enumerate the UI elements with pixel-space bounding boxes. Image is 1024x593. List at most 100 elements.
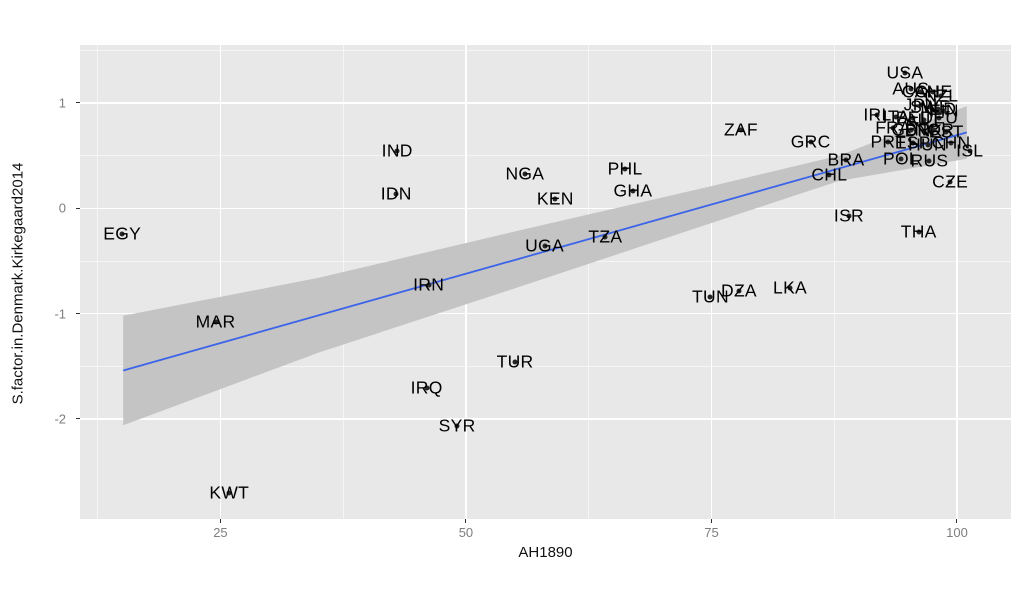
data-point-dot — [898, 156, 904, 162]
data-point-dot — [936, 115, 942, 121]
data-point-dot — [542, 243, 548, 249]
data-point-dot — [910, 140, 916, 146]
x-axis-tick-label: 25 — [213, 525, 228, 540]
major-gridline — [80, 207, 1011, 209]
data-point-label: EST — [928, 121, 964, 142]
data-point-label: CHN — [931, 132, 971, 153]
data-point-dot — [622, 166, 628, 172]
minor-gridline — [833, 45, 835, 519]
data-point-label: CHL — [811, 163, 848, 184]
data-point-dot — [947, 179, 953, 185]
data-point-dot — [738, 127, 744, 133]
panel-background — [80, 45, 1011, 519]
x-axis-tick-mark — [956, 519, 958, 523]
data-point-label: UGA — [525, 235, 564, 256]
data-point-label: KWT — [209, 481, 250, 502]
data-point-dot — [931, 127, 937, 133]
minor-gridline — [97, 45, 99, 519]
data-point-label: IDN — [380, 182, 412, 203]
data-point-dot — [925, 142, 931, 148]
y-axis-tick-mark — [76, 418, 80, 420]
data-point-label: ISR — [833, 204, 864, 225]
data-point-dot — [930, 89, 936, 95]
data-point-dot — [846, 213, 852, 219]
data-point-label: GRC — [790, 131, 831, 152]
x-axis-tick-label: 75 — [704, 525, 719, 540]
data-point-dot — [893, 114, 899, 120]
y-axis-tick-label: -1 — [54, 306, 66, 322]
y-axis-tick-mark — [76, 102, 80, 104]
x-axis-tick-mark — [465, 519, 467, 523]
data-point-dot — [630, 188, 636, 194]
data-point-dot — [902, 70, 908, 76]
data-point-label: SYR — [438, 415, 476, 436]
y-axis-tick-label: 0 — [58, 200, 66, 216]
minor-gridline — [80, 155, 1011, 156]
regression-layer — [122, 106, 968, 426]
x-axis-tick-label: 100 — [946, 525, 968, 540]
data-point-label: TUR — [496, 351, 534, 372]
data-point-dot — [393, 191, 399, 197]
data-point-label: ITA — [882, 105, 910, 126]
data-point-dot — [874, 112, 880, 118]
data-point-dot — [948, 140, 954, 146]
data-point-dot — [119, 231, 125, 237]
data-point-label: ESP — [894, 132, 931, 153]
data-point-label: TUN — [692, 285, 729, 306]
x-axis-title: AH1890 — [518, 544, 573, 561]
data-point-dot — [935, 106, 941, 112]
data-point-label: ISL — [956, 140, 984, 161]
x-axis-tick-mark — [710, 519, 712, 523]
data-point-label: TZA — [588, 225, 623, 246]
data-point-label: RUS — [910, 150, 949, 171]
data-point-label: KEN — [536, 188, 574, 209]
data-point-label: AUT — [905, 109, 942, 130]
data-point-dot — [927, 104, 933, 110]
data-point-dot — [826, 172, 832, 178]
data-point-label: DNK — [904, 120, 943, 141]
data-point-label: NLD — [920, 98, 957, 119]
minor-gridline — [80, 365, 1011, 367]
data-point-label: THA — [900, 221, 937, 242]
data-point-dot — [916, 229, 922, 235]
minor-gridline — [588, 45, 590, 519]
data-point-dot — [426, 282, 432, 288]
data-point-dot — [890, 125, 896, 131]
data-point-label: FRA — [875, 117, 912, 138]
data-point-label: IND — [381, 140, 413, 161]
data-point-dot — [787, 285, 793, 291]
y-axis-tick-label: 1 — [58, 95, 66, 111]
y-axis-tick-mark — [76, 207, 80, 209]
data-point-label: NGA — [505, 162, 545, 183]
data-point-label: POL — [883, 148, 919, 168]
data-point-label: NZL — [924, 84, 959, 105]
confidence-ribbon-shape — [123, 106, 967, 426]
major-gridline — [219, 45, 222, 519]
data-point-dot — [808, 139, 814, 145]
data-point-dot — [213, 319, 219, 325]
data-point-dot — [918, 102, 924, 108]
x-axis-tick-label: 50 — [458, 525, 474, 540]
data-point-dot — [885, 139, 891, 145]
data-point-dot — [602, 234, 608, 240]
data-point-dot — [938, 93, 944, 99]
regression-line — [122, 131, 968, 372]
data-point-dot — [226, 490, 232, 496]
y-axis-title: S.factor.in.Denmark.Kirkegaard2014 — [9, 162, 27, 405]
data-point-label: FIN — [929, 100, 959, 121]
data-point-label: USA — [886, 62, 924, 83]
data-point-label: DEU — [920, 106, 959, 127]
data-point-label: LKA — [773, 277, 808, 298]
data-point-dot — [941, 108, 947, 114]
data-point-dot — [512, 359, 518, 365]
data-point-label: CAN — [901, 81, 940, 102]
minor-gridline — [80, 49, 1011, 51]
data-point-dot — [522, 171, 528, 176]
major-gridline — [80, 102, 1011, 104]
data-point-dot — [921, 117, 927, 123]
plot-panel: EGY MAR KWT IND IDN IRN IRQ SYR TUR NGA KEN UGA TZA P… — [80, 45, 1011, 519]
data-point-label: PHL — [607, 158, 643, 179]
data-point-dot — [707, 294, 713, 300]
data-point-label: IRN — [413, 274, 445, 295]
